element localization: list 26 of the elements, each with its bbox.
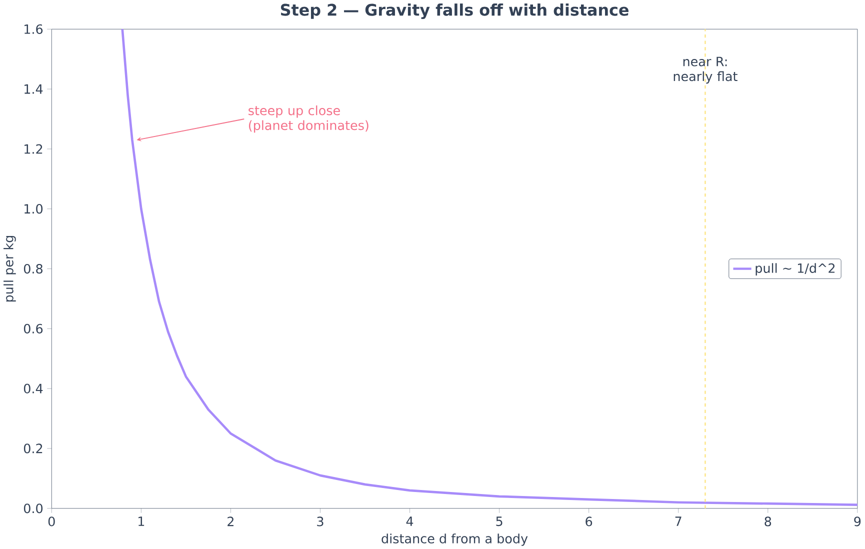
y-tick-label: 1.0 [24,204,43,214]
ref-line-label: near R: nearly flat [674,56,738,84]
y-tick-label: 0.8 [24,264,42,274]
x-tick-label: 8 [764,516,772,526]
line-series [121,28,859,506]
x-tick-label: 0 [48,516,55,526]
x-tick-label: 1 [138,516,144,526]
y-axis-title: pull per kg [4,236,16,302]
y-tick-label: 0.6 [24,324,43,334]
x-tick-label: 3 [317,516,324,526]
x-tick-label: 5 [496,516,502,526]
y-tick-label: 0.4 [24,384,43,394]
y-tick-label: 0.0 [24,503,43,513]
annotation: steep up close (planet dominates) [248,105,368,132]
x-tick-label: 4 [406,516,414,526]
y-tick-label: 1.6 [24,24,43,34]
x-tick-label: 2 [228,516,234,526]
x-tick-label: 9 [854,516,861,526]
x-tick-label: 6 [586,516,592,526]
y-tick-label: 1.4 [24,84,43,94]
y-tick-label: 0.2 [24,443,42,454]
y-tick-label: 1.2 [24,144,42,154]
chart-title: Step 2 — Gravity falls off with distance [280,3,629,19]
legend-label: pull ~ 1/d^2 [756,262,835,276]
x-tick-label: 7 [675,516,682,526]
x-axis-title: distance d from a body [382,533,528,546]
